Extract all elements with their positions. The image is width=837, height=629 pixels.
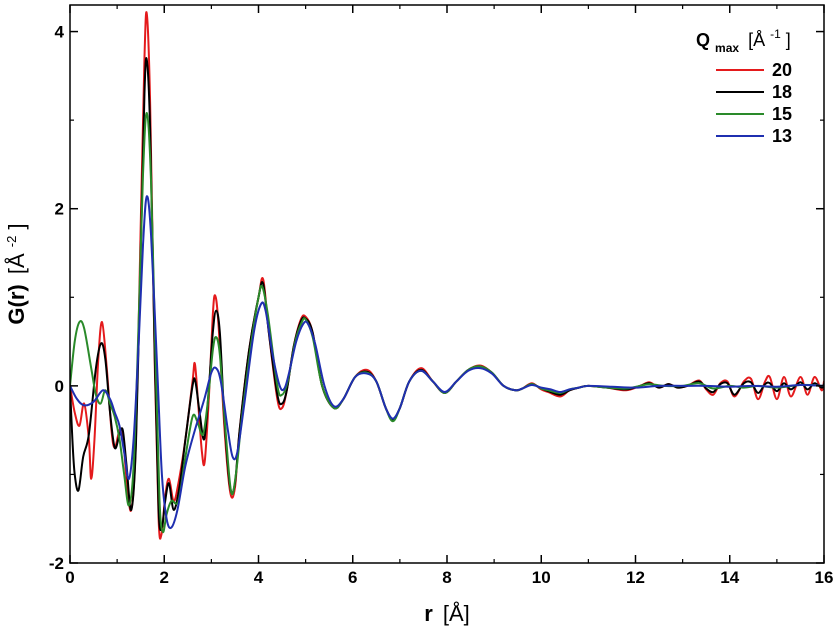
series-line-13 (70, 195, 824, 530)
legend-title-sub: max (715, 41, 739, 55)
legend-title-unit-exp: -1 (770, 27, 781, 41)
x-tick-label: 6 (348, 568, 357, 587)
x-tick-label: 12 (626, 568, 645, 587)
y-axis-label-unit-close: ] (4, 223, 29, 229)
x-tick-label: 8 (442, 568, 451, 587)
y-tick-label: 4 (55, 23, 65, 42)
x-axis-label-unit: [Å] (443, 601, 470, 626)
x-tick-label: 0 (65, 568, 74, 587)
y-axis-label: G(r) [Å -2 ] (0, 223, 29, 324)
x-tick-label: 14 (720, 568, 739, 587)
legend-title-unit-open: [Å (748, 30, 765, 50)
x-axis-label-main: r (424, 601, 433, 626)
x-tick-label: 4 (254, 568, 264, 587)
x-tick-label: 16 (815, 568, 834, 587)
series-line-18 (70, 57, 824, 532)
legend-label-20: 20 (772, 60, 792, 80)
y-tick-label: 2 (55, 200, 64, 219)
x-tick-label: 2 (160, 568, 169, 587)
y-tick-label: 0 (55, 377, 64, 396)
x-axis-label: r [Å] (424, 601, 470, 626)
legend-title-main: Q (696, 30, 710, 50)
legend-label-18: 18 (772, 82, 792, 102)
y-axis-label-unit-exp: -2 (4, 236, 19, 248)
legend-title-unit-close: ] (786, 30, 791, 50)
legend-label-15: 15 (772, 104, 792, 124)
legend-label-13: 13 (772, 126, 792, 146)
series-line-15 (70, 112, 824, 534)
y-tick-label: -2 (49, 554, 64, 573)
axis-ticks (69, 5, 825, 564)
legend-title: Q max [Å -1 ] (696, 22, 791, 56)
plot-area (70, 11, 824, 540)
x-tick-label: 10 (532, 568, 551, 587)
y-axis-label-unit-open: [Å (4, 253, 29, 274)
y-axis-label-main: G(r) (4, 284, 29, 324)
